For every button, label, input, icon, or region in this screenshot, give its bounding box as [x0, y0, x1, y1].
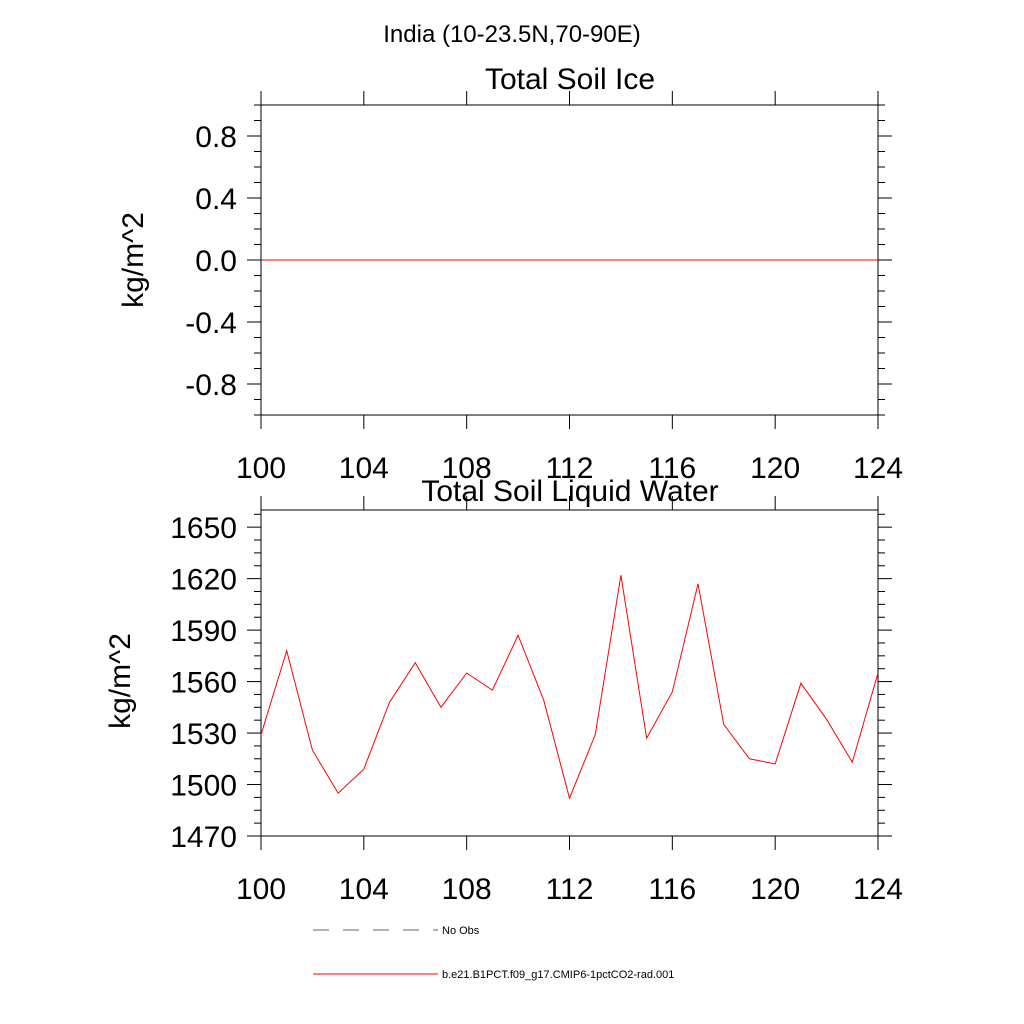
ytick-label: 1530: [170, 718, 237, 751]
xtick-label: 104: [339, 873, 389, 906]
plot-frame-soil-liquid-water: [260, 509, 879, 837]
xtick-label: 100: [236, 873, 286, 906]
xtick-label: 120: [750, 452, 800, 485]
ytick-label: 1500: [170, 770, 237, 803]
ytick-label: -0.4: [185, 307, 237, 340]
ytick-label: -0.8: [185, 369, 237, 402]
xtick-label: 116: [648, 873, 696, 906]
xtick-label: 112: [546, 452, 594, 485]
ylabel-soil-ice: kg/m^2: [117, 212, 150, 308]
ytick-label: 1590: [170, 615, 237, 648]
panel-title-soil-ice: Total Soil Ice: [485, 63, 655, 96]
ytick-label: 1560: [170, 667, 237, 700]
xtick-label: 100: [236, 452, 286, 485]
ytick-label: 1620: [170, 564, 237, 597]
ytick-label: 1650: [170, 512, 237, 545]
panel-soil-ice: Total Soil Ice kg/m^2 -0.8 -0.4 0.0 0.4 0.8 1…: [117, 63, 903, 485]
xtick-label: 108: [442, 873, 492, 906]
ytick-label: 0.4: [195, 183, 237, 216]
ytick-label: 1470: [170, 821, 237, 854]
xtick-label: 124: [853, 452, 903, 485]
ytick-label: 0.8: [195, 121, 237, 154]
xtick-label: 108: [442, 452, 492, 485]
xtick-label: 116: [648, 452, 696, 485]
figure-title: India (10-23.5N,70-90E): [383, 21, 640, 48]
xtick-label: 120: [750, 873, 800, 906]
ylabel-soil-liquid-water: kg/m^2: [104, 633, 137, 729]
ytick-label: 0.0: [195, 245, 237, 278]
xtick-label: 112: [546, 873, 594, 906]
legend-label-no-obs: No Obs: [442, 925, 480, 937]
ticks-soil-ice: -0.8 -0.4 0.0 0.4 0.8 100 104 108 112 116 120 124: [185, 91, 903, 485]
series-line-soil-liquid-water: [260, 575, 879, 800]
series-soil-liquid-water: [260, 575, 879, 800]
xtick-label: 104: [339, 452, 389, 485]
xtick-label: 124: [853, 873, 903, 906]
ticks-soil-liquid-water: 1470 1500 1530 1560 1590 1620 1650 100 104 108 112…: [170, 496, 903, 906]
panel-soil-liquid-water: Total Soil Liquid Water kg/m^2 147015001…: [104, 475, 903, 906]
legend: No Obs b.e21.B1PCT.f09_g17.CMIP6-1pctCO2…: [313, 925, 674, 981]
legend-label-model: b.e21.B1PCT.f09_g17.CMIP6-1pctCO2-rad.00…: [442, 969, 674, 981]
